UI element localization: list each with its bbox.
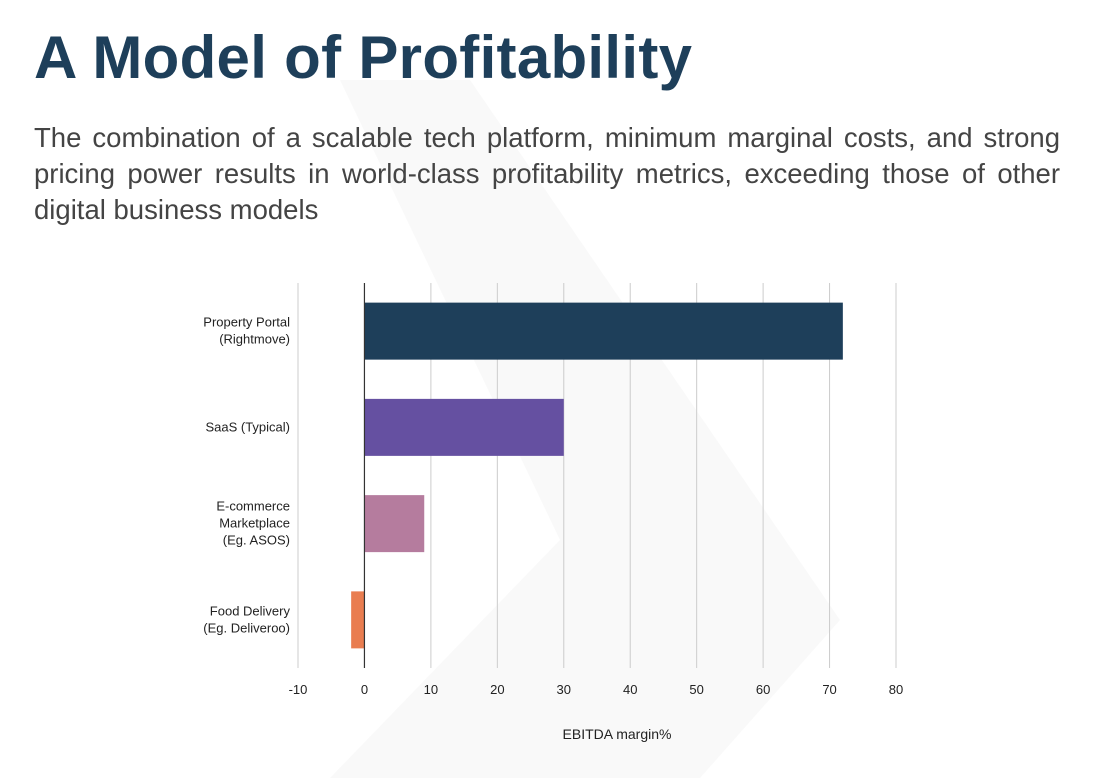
category-label: Property Portal: [203, 315, 290, 330]
bar: [351, 591, 365, 649]
x-tick-labels: -10 0 10 20 30 40 50 60 70 80: [289, 682, 904, 697]
x-tick-label: 0: [361, 682, 368, 697]
category-labels: Property Portal (Rightmove) SaaS (Typical)…: [203, 315, 290, 636]
category-label: (Eg. ASOS): [223, 533, 290, 548]
x-tick-label: 30: [557, 682, 571, 697]
category-label: SaaS (Typical): [205, 419, 290, 434]
x-tick-label: 10: [424, 682, 438, 697]
page-title: A Model of Profitability: [34, 24, 693, 91]
category-label: (Rightmove): [219, 332, 290, 347]
x-tick-label: -10: [289, 682, 308, 697]
x-tick-label: 60: [756, 682, 770, 697]
x-axis-title: EBITDA margin%: [563, 726, 672, 742]
bars: [351, 302, 843, 649]
bar: [364, 495, 425, 553]
category-label: E-commerce: [216, 499, 290, 514]
x-tick-label: 70: [822, 682, 836, 697]
bar: [364, 302, 843, 360]
x-tick-label: 80: [889, 682, 903, 697]
category-label: Marketplace: [219, 516, 290, 531]
x-tick-label: 40: [623, 682, 637, 697]
category-label: (Eg. Deliveroo): [203, 620, 290, 635]
x-tick-label: 20: [490, 682, 504, 697]
page-subtitle: The combination of a scalable tech platf…: [34, 122, 1060, 225]
category-label: Food Delivery: [210, 603, 291, 618]
bar: [364, 398, 564, 456]
x-tick-label: 50: [689, 682, 703, 697]
